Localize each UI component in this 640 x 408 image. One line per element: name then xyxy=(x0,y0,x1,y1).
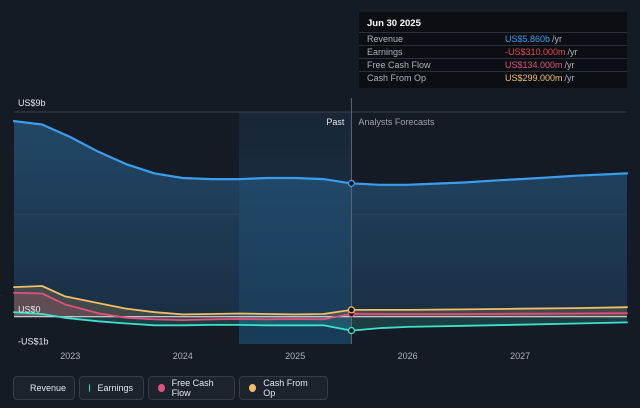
y-label-zero: US$0 xyxy=(18,305,41,315)
x-tick-label: 2024 xyxy=(173,351,193,361)
tooltip-row-label: Cash From Op xyxy=(367,73,427,83)
tooltip-row-label: Revenue xyxy=(367,34,404,44)
revenue-line xyxy=(12,120,629,186)
y-label-top: US$9b xyxy=(18,98,46,108)
tooltip-row: Cash From Op US$299.000m/yr xyxy=(359,71,627,85)
revenue-area xyxy=(14,121,627,317)
tooltip-row-value: US$5.860b/yr xyxy=(505,34,563,44)
past-label: Past xyxy=(326,117,345,127)
earnings-marker[interactable] xyxy=(347,326,356,335)
earnings-line xyxy=(13,311,628,332)
x-tick-label: 2026 xyxy=(398,351,418,361)
x-tick-label: 2027 xyxy=(510,351,530,361)
tooltip-row-value: US$134.000m/yr xyxy=(505,60,575,70)
legend-label: Revenue xyxy=(30,383,67,393)
tooltip: Jun 30 2025 Revenue US$5.860b/yr Earnings -… xyxy=(359,12,627,88)
legend-label: Cash From Op xyxy=(263,378,308,398)
legend-label: Earnings xyxy=(97,383,133,393)
x-tick-label: 2025 xyxy=(285,351,305,361)
free-cash-flow-line xyxy=(13,291,628,321)
legend-item-earnings[interactable]: Earnings xyxy=(79,376,144,400)
tooltip-row: Earnings -US$310.000m/yr xyxy=(359,45,627,59)
revenue-marker[interactable] xyxy=(347,179,356,188)
legend-item-cash-from-op[interactable]: Cash From Op xyxy=(239,376,328,400)
legend-dot-icon xyxy=(249,384,257,392)
tooltip-date: Jun 30 2025 xyxy=(367,18,421,29)
tooltip-row-value: -US$310.000m/yr xyxy=(505,47,578,57)
cash-from-op-line xyxy=(13,285,628,316)
legend-dot-icon xyxy=(89,384,91,392)
tooltip-row: Free Cash Flow US$134.000m/yr xyxy=(359,58,627,72)
tooltip-row-value: US$299.000m/yr xyxy=(505,73,575,83)
y-label-neg: -US$1b xyxy=(18,336,49,346)
x-tick-label: 2023 xyxy=(60,351,80,361)
tooltip-row-label: Earnings xyxy=(367,47,403,57)
tooltip-row: Revenue US$5.860b/yr xyxy=(359,32,627,46)
legend-label: Free Cash Flow xyxy=(171,378,214,398)
tooltip-row-label: Free Cash Flow xyxy=(367,60,431,70)
legend-item-revenue[interactable]: Revenue xyxy=(13,376,75,400)
legend-item-free-cash-flow[interactable]: Free Cash Flow xyxy=(148,376,235,400)
forecast-label: Analysts Forecasts xyxy=(358,117,435,127)
legend-dot-icon xyxy=(158,384,165,392)
cash-from-op-marker[interactable] xyxy=(347,306,356,314)
